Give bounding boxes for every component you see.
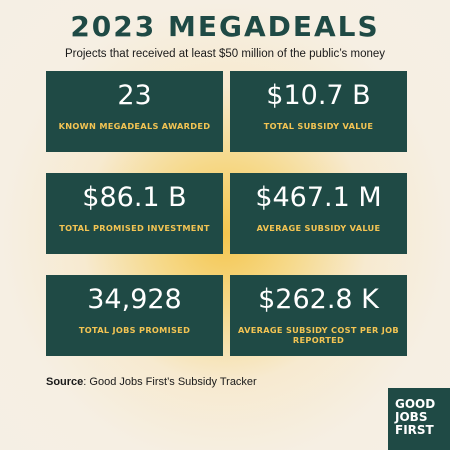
logo-line: GOOD xyxy=(395,397,436,411)
stat-card-promised-investment: $86.1 B TOTAL PROMISED INVESTMENT xyxy=(46,173,223,254)
source-prefix: Source xyxy=(46,376,84,388)
stat-card-known-megadeals: 23 KNOWN MEGADEALS AWARDED xyxy=(46,71,223,152)
stat-card-average-subsidy: $467.1 M AVERAGE SUBSIDY VALUE xyxy=(230,173,407,254)
stat-value: $467.1 M xyxy=(255,182,382,213)
stat-card-jobs-promised: 34,928 TOTAL JOBS PROMISED xyxy=(46,275,223,356)
stat-label: TOTAL JOBS PROMISED xyxy=(78,325,191,335)
stat-value: $10.7 B xyxy=(266,80,371,111)
stat-label: AVERAGE SUBSIDY VALUE xyxy=(256,223,381,233)
stat-label: TOTAL PROMISED INVESTMENT xyxy=(59,223,210,233)
stat-card-cost-per-job: $262.8 K AVERAGE SUBSIDY COST PER JOB RE… xyxy=(230,275,407,356)
stat-value: $86.1 B xyxy=(82,182,187,213)
page-title: 2023 MEGADEALS xyxy=(70,10,380,43)
logo-line: JOBS xyxy=(395,410,428,424)
stat-value: $262.8 K xyxy=(258,284,379,315)
stat-value: 34,928 xyxy=(87,284,182,315)
page-subtitle: Projects that received at least $50 mill… xyxy=(64,48,386,60)
source-text: : Good Jobs First’s Subsidy Tracker xyxy=(83,376,257,388)
logo-line: FIRST xyxy=(395,423,434,437)
stat-card-total-subsidy: $10.7 B TOTAL SUBSIDY VALUE xyxy=(230,71,407,152)
stat-label: TOTAL SUBSIDY VALUE xyxy=(263,121,374,131)
good-jobs-first-logo: GOOD JOBS FIRST xyxy=(388,388,450,450)
stat-value: 23 xyxy=(117,80,152,111)
stat-label: KNOWN MEGADEALS AWARDED xyxy=(58,121,211,131)
source-note: Source: Good Jobs First’s Subsidy Tracke… xyxy=(46,376,257,388)
stat-label: AVERAGE SUBSIDY COST PER JOB REPORTED xyxy=(238,325,399,345)
